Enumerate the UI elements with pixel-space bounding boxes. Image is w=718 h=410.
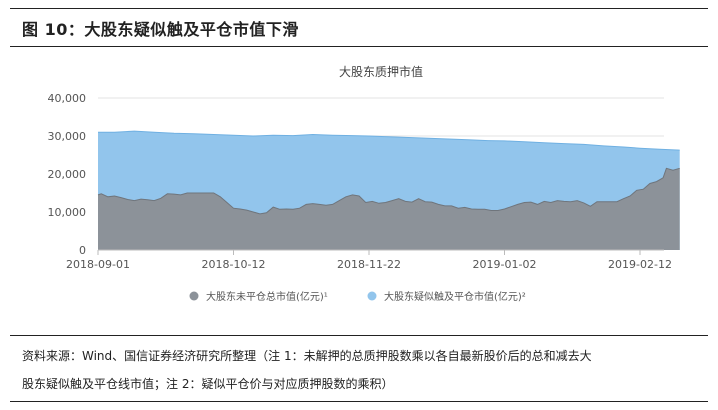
x-tick-label: 2018-09-01 (66, 258, 130, 271)
legend-marker-2 (367, 291, 377, 301)
plot-area (97, 130, 680, 250)
source-line-1: 资料来源：Wind、国信证券经济研究所整理（注 1：未解押的总质押股数乘以各自最… (22, 349, 592, 363)
series-line-2 (98, 130, 680, 151)
y-axis: 0 10,000 20,000 30,000 40,000 (48, 92, 87, 257)
chart-title: 大股东质押市值 (339, 64, 423, 79)
legend: 大股东未平仓总市值(亿元)¹ 大股东疑似触及平仓市值(亿元)² (189, 290, 526, 303)
y-tick-label: 30,000 (48, 130, 87, 143)
x-tick-label: 2019-01-02 (473, 258, 537, 271)
y-tick-label: 20,000 (48, 168, 87, 181)
x-tick-label: 2019-02-12 (608, 258, 672, 271)
figure-title: 图 10：大股东疑似触及平仓市值下滑 (22, 20, 299, 39)
series-line-1 (97, 167, 680, 215)
legend-label-2: 大股东疑似触及平仓市值(亿元)² (384, 290, 526, 303)
y-tick-label: 0 (79, 244, 86, 257)
legend-label-1: 大股东未平仓总市值(亿元)¹ (206, 290, 328, 303)
x-tick-label: 2018-10-12 (202, 258, 266, 271)
source-line-2: 股东疑似触及平仓线市值；注 2：疑似平仓价与对应质押股数的乘积） (22, 377, 394, 391)
series-area-1 (98, 168, 680, 250)
x-axis: 2018-09-01 2018-10-12 2018-11-22 2019-01-02… (66, 249, 672, 271)
header-rule (10, 46, 708, 47)
y-tick-label: 10,000 (48, 206, 87, 219)
y-tick-label: 40,000 (48, 92, 87, 105)
x-tick-label: 2018-11-22 (337, 258, 401, 271)
source-rule (10, 335, 708, 336)
chart: 大股东质押市值 0 10,000 20,000 30,000 40,000 2018-0… (48, 64, 680, 303)
legend-marker-1 (189, 291, 199, 301)
source-note: 资料来源：Wind、国信证券经济研究所整理（注 1：未解押的总质押股数乘以各自最… (22, 342, 702, 398)
top-rule (10, 8, 708, 9)
bottom-rule (10, 401, 708, 402)
